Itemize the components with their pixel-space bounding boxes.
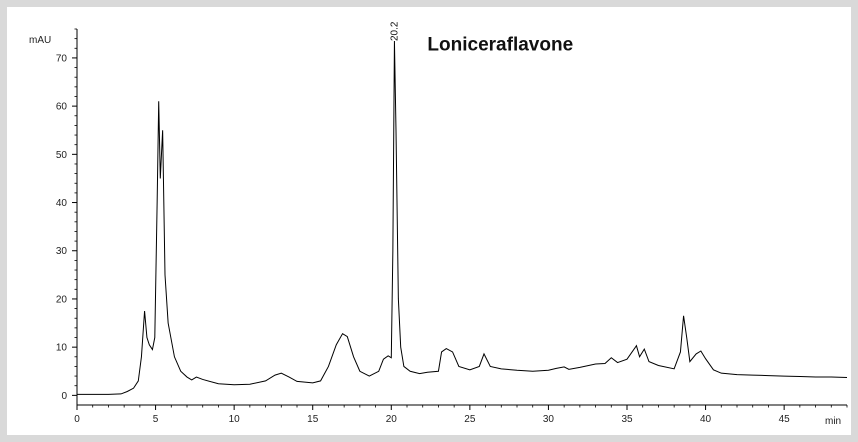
chromatogram-chart: mAU min 0 5 10 15 20 25 30 35 40 45 0 10 20 30 40 50 60 7… [29, 21, 848, 427]
x-tick-label: 40 [700, 414, 712, 425]
compound-annotation: Loniceraflavone [427, 35, 573, 56]
x-tick-label: 0 [74, 414, 80, 425]
y-tick-label: 40 [56, 198, 68, 209]
x-tick-label: 30 [543, 414, 555, 425]
x-unit-label: min [825, 416, 841, 427]
y-tick-label: 60 [56, 102, 68, 113]
chromatogram-frame: mAU min 0 5 10 15 20 25 30 35 40 45 0 10 20 30 40 50 60 7… [7, 7, 851, 435]
y-tick-label: 50 [56, 150, 68, 161]
y-tick-label: 70 [56, 53, 68, 64]
y-unit-label: mAU [29, 35, 51, 46]
y-tick-label: 10 [56, 343, 68, 354]
peak-retention-label: 20.2 [389, 21, 400, 41]
x-tick-label: 20 [386, 414, 398, 425]
x-tick-label: 45 [779, 414, 791, 425]
x-tick-label: 35 [621, 414, 633, 425]
x-tick-label: 15 [307, 414, 319, 425]
axis-ticks: 0 5 10 15 20 25 30 35 40 45 0 10 20 30 40 50 60 70 [56, 28, 848, 425]
x-tick-label: 5 [153, 414, 159, 425]
chart-labels: Loniceraflavone 20.2 [389, 21, 573, 56]
y-tick-label: 30 [56, 246, 68, 257]
x-tick-label: 25 [464, 414, 476, 425]
y-tick-label: 0 [61, 391, 67, 402]
x-tick-label: 10 [229, 414, 241, 425]
y-tick-label: 20 [56, 294, 68, 305]
series-line [77, 41, 848, 395]
